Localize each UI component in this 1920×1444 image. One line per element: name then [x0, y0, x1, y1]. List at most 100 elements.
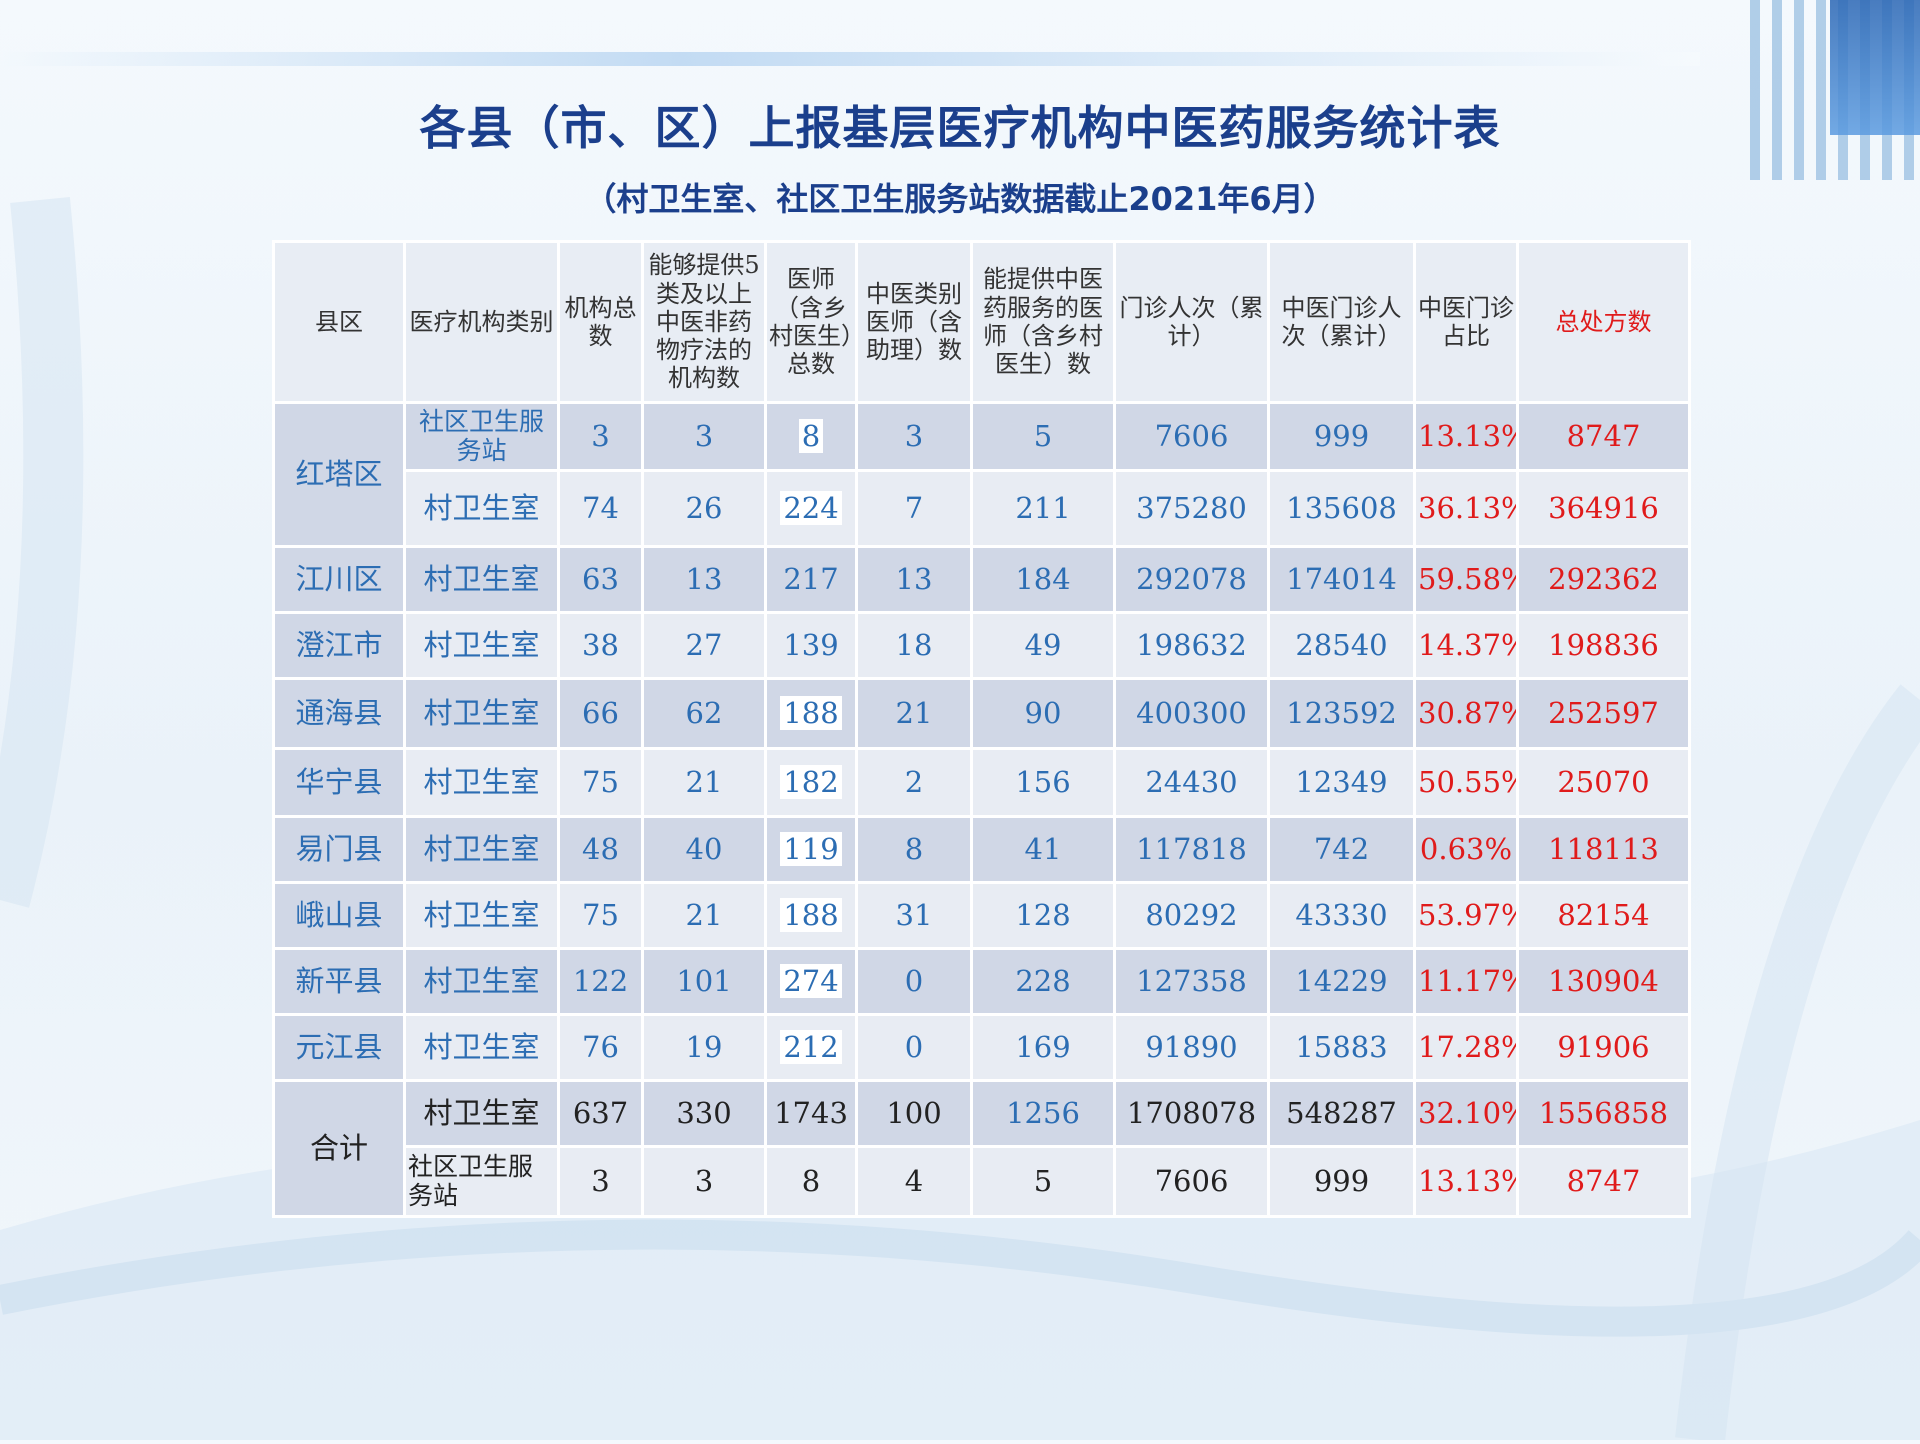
doctors-cell: 188	[764, 677, 858, 750]
type-cell: 社区卫生服务站	[403, 1145, 560, 1218]
prescriptions-cell: 82154	[1516, 881, 1691, 950]
tcm-visits-cell: 15883	[1267, 1013, 1416, 1082]
visits-cell: 7606	[1113, 1145, 1270, 1218]
tcm-doctors-cell: 7	[855, 469, 973, 548]
non-drug-cell: 21	[641, 747, 767, 818]
type-cell: 村卫生室	[403, 1013, 560, 1082]
ratio-cell: 11.17%	[1413, 947, 1519, 1016]
ratio-cell: 32.10%	[1413, 1079, 1519, 1148]
doctors-value: 212	[780, 1030, 842, 1065]
doctors-cell: 119	[764, 815, 858, 884]
page-subtitle: （村卫生室、社区卫生服务站数据截止2021年6月）	[584, 180, 1336, 218]
tcm-capable-cell: 1256	[970, 1079, 1116, 1148]
district-cell: 澄江市	[272, 611, 406, 680]
doctors-value: 8	[798, 419, 824, 454]
tcm-visits-cell: 14229	[1267, 947, 1416, 1016]
table-row: 通海县 村卫生室 66 62 188 21 90 400300 123592 3…	[272, 677, 1691, 750]
district-cell: 新平县	[272, 947, 406, 1016]
doctors-cell: 224	[764, 469, 858, 548]
tcm-capable-cell: 5	[970, 1145, 1116, 1218]
header-tcm-visits: 中医门诊人次（累计）	[1267, 240, 1416, 404]
non-drug-cell: 3	[641, 1145, 767, 1218]
prescriptions-cell: 118113	[1516, 815, 1691, 884]
ratio-cell: 13.13%	[1413, 401, 1519, 472]
doctors-cell: 1743	[764, 1079, 858, 1148]
prescriptions-cell: 130904	[1516, 947, 1691, 1016]
tcm-visits-cell: 28540	[1267, 611, 1416, 680]
tcm-doctors-cell: 100	[855, 1079, 973, 1148]
district-cell: 易门县	[272, 815, 406, 884]
non-drug-cell: 13	[641, 545, 767, 614]
tcm-doctors-cell: 21	[855, 677, 973, 750]
tcm-capable-cell: 156	[970, 747, 1116, 818]
count-cell: 3	[557, 1145, 644, 1218]
district-cell: 江川区	[272, 545, 406, 614]
table-row: 红塔区 社区卫生服务站 3 3 8 3 5 7606 999 13.13% 87…	[272, 401, 1691, 548]
table-body: 红塔区 社区卫生服务站 3 3 8 3 5 7606 999 13.13% 87…	[272, 401, 1691, 1218]
ratio-cell: 30.87%	[1413, 677, 1519, 750]
header-doctors: 医师（含乡村医生）总数	[764, 240, 858, 404]
header-non-drug: 能够提供5类及以上中医非药物疗法的机构数	[641, 240, 767, 404]
ratio-cell: 14.37%	[1413, 611, 1519, 680]
prescriptions-cell: 292362	[1516, 545, 1691, 614]
count-cell: 48	[557, 815, 644, 884]
count-cell: 38	[557, 611, 644, 680]
prescriptions-cell: 1556858	[1516, 1079, 1691, 1148]
ratio-cell: 13.13%	[1413, 1145, 1519, 1218]
doctors-cell: 274	[764, 947, 858, 1016]
visits-cell: 292078	[1113, 545, 1270, 614]
prescriptions-cell: 91906	[1516, 1013, 1691, 1082]
tcm-capable-cell: 228	[970, 947, 1116, 1016]
tcm-visits-cell: 999	[1267, 1145, 1416, 1218]
type-cell: 村卫生室	[403, 815, 560, 884]
non-drug-cell: 3	[641, 401, 767, 472]
header-ratio: 中医门诊占比	[1413, 240, 1519, 404]
type-cell: 社区卫生服务站	[403, 401, 560, 472]
district-cell: 红塔区	[272, 401, 406, 548]
tcm-capable-cell: 128	[970, 881, 1116, 950]
summary-row: 社区卫生服务站 3 3 8 4 5 7606 999 13.13% 8747	[274, 1145, 1691, 1218]
prescriptions-cell: 364916	[1516, 469, 1691, 548]
visits-cell: 24430	[1113, 747, 1270, 818]
tcm-capable-cell: 41	[970, 815, 1116, 884]
tcm-doctors-cell: 8	[855, 815, 973, 884]
type-cell: 村卫生室	[403, 947, 560, 1016]
ratio-cell: 36.13%	[1413, 469, 1519, 548]
tcm-capable-cell: 184	[970, 545, 1116, 614]
summary-row: 合计 村卫生室 637 330 1743 100 1256 1708078 54…	[272, 1079, 1691, 1218]
district-cell: 华宁县	[272, 747, 406, 818]
doctors-cell: 8	[764, 401, 858, 472]
tcm-visits-cell: 43330	[1267, 881, 1416, 950]
tcm-doctors-cell: 2	[855, 747, 973, 818]
non-drug-cell: 101	[641, 947, 767, 1016]
visits-cell: 127358	[1113, 947, 1270, 1016]
table-row: 峨山县 村卫生室 75 21 188 31 128 80292 43330 53…	[272, 881, 1691, 950]
tcm-capable-cell: 211	[970, 469, 1116, 548]
ratio-cell: 17.28%	[1413, 1013, 1519, 1082]
table-row: 易门县 村卫生室 48 40 119 8 41 117818 742 0.63%…	[272, 815, 1691, 884]
table-header: 县区 医疗机构类别 机构总数 能够提供5类及以上中医非药物疗法的机构数 医师（含…	[272, 240, 1691, 404]
visits-cell: 80292	[1113, 881, 1270, 950]
visits-cell: 91890	[1113, 1013, 1270, 1082]
table-row: 澄江市 村卫生室 38 27 139 18 49 198632 28540 14…	[272, 611, 1691, 680]
type-cell: 村卫生室	[403, 469, 560, 548]
doctors-value: 182	[780, 765, 842, 800]
ratio-cell: 0.63%	[1413, 815, 1519, 884]
count-cell: 122	[557, 947, 644, 1016]
tcm-doctors-cell: 0	[855, 1013, 973, 1082]
tcm-visits-cell: 12349	[1267, 747, 1416, 818]
tcm-doctors-cell: 4	[855, 1145, 973, 1218]
count-cell: 76	[557, 1013, 644, 1082]
ratio-cell: 59.58%	[1413, 545, 1519, 614]
table-row: 新平县 村卫生室 122 101 274 0 228 127358 14229 …	[272, 947, 1691, 1016]
visits-cell: 375280	[1113, 469, 1270, 548]
doctors-value: 224	[780, 491, 842, 526]
header-type: 医疗机构类别	[403, 240, 560, 404]
non-drug-cell: 21	[641, 881, 767, 950]
doctors-value: 188	[780, 898, 842, 933]
prescriptions-cell: 198836	[1516, 611, 1691, 680]
prescriptions-cell: 8747	[1516, 401, 1691, 472]
type-cell: 村卫生室	[403, 747, 560, 818]
visits-cell: 400300	[1113, 677, 1270, 750]
table-row: 江川区 村卫生室 63 13 217 13 184 292078 174014 …	[272, 545, 1691, 614]
